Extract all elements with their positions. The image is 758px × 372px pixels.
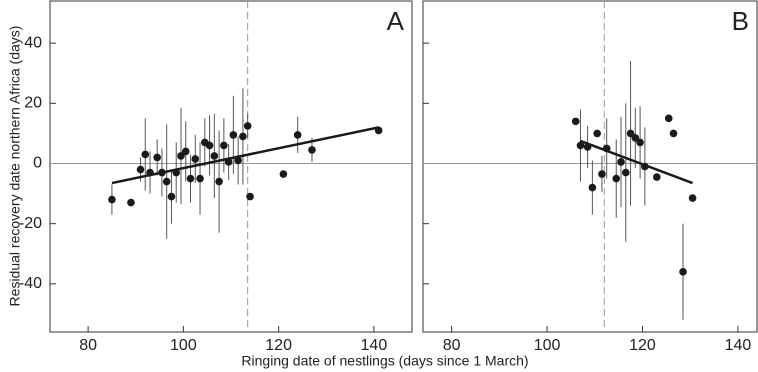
data-point [239,132,247,141]
y-tick-label: 0 [33,155,42,172]
x-tick-label: 100 [170,337,197,354]
panel-label: B [732,6,749,36]
data-point [196,174,204,183]
data-point [653,173,661,181]
data-point [167,192,176,201]
panel-label: A [387,6,405,36]
data-point [308,146,316,154]
x-tick-label: 80 [443,337,461,354]
x-tick-label: 80 [79,337,97,354]
data-point [626,129,635,138]
data-point [141,150,150,159]
data-point [246,192,254,201]
data-point [162,177,171,186]
data-point [108,195,116,204]
x-tick-label: 140 [361,337,388,354]
data-point [593,129,601,138]
y-tick-label: 20 [24,95,42,112]
y-tick-label: -40 [19,275,42,292]
data-point [588,183,597,192]
data-point [293,131,302,139]
y-axis-label: Residual recovery date northern Africa (… [7,26,23,307]
fit-line [111,126,379,185]
data-point [215,177,223,186]
y-tick-label: -20 [19,215,42,232]
plot-frame [422,0,758,333]
data-point [220,141,228,150]
x-tick-label: 120 [629,337,656,354]
data-point [688,194,697,202]
data-point [571,117,580,126]
plot-frame [49,0,413,333]
data-point [136,165,145,174]
data-point [669,129,678,138]
fit-line [580,139,694,185]
data-point [576,141,585,150]
data-point [631,134,640,142]
x-tick-label: 120 [265,337,292,354]
data-point [243,122,252,130]
data-point [234,156,242,165]
data-point [181,147,190,156]
data-point [679,268,687,276]
data-point [598,170,606,178]
data-point [612,174,621,183]
data-point [186,174,195,183]
data-point [621,168,630,177]
data-point [617,158,625,166]
data-point [191,155,200,163]
x-tick-label: 140 [725,337,752,354]
data-point [229,131,238,139]
data-point [210,152,219,160]
data-point [127,198,135,207]
data-point [177,152,185,160]
data-point [636,138,644,147]
data-point [205,141,214,150]
data-point [664,114,673,123]
data-point [279,170,288,178]
x-tick-label: 100 [534,337,561,354]
y-tick-label: 40 [24,34,42,51]
x-axis-label: Ringing date of nestlings (days since 1 … [241,353,528,369]
data-point [153,153,161,162]
